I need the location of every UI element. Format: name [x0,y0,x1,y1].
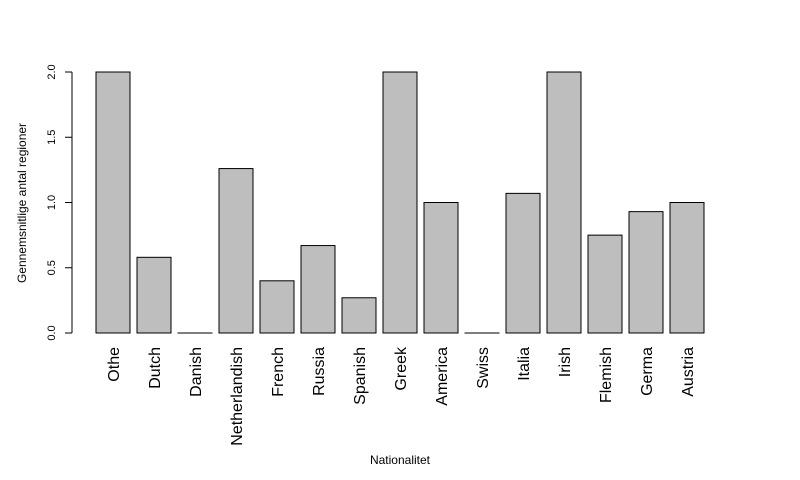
x-tick-label: Spanish [352,347,369,405]
bar-flemish [587,234,623,334]
bars-group [95,71,705,334]
x-tick-label: Russia [311,347,328,396]
bar-netherlandish [218,168,254,334]
x-tick-label: Danish [188,347,205,397]
x-tick-label: Dutch [147,347,164,389]
x-tick-label: Othe [106,347,123,382]
y-tick-label: 1.0 [46,195,58,210]
y-tick-label: 2.0 [46,64,58,79]
bar-irish [546,71,582,334]
y-axis: 0.0 0.5 1.0 1.5 2.0 [46,64,73,341]
x-tick-label: Italia [516,347,533,381]
bar-russia [300,245,336,334]
x-tick-label: Austria [680,347,697,397]
bar-austria [669,202,705,334]
bar-dutch [136,256,172,334]
x-tick-label: French [270,347,287,397]
y-tick-label: 1.5 [46,130,58,145]
bar-america [423,202,459,334]
bar-french [259,280,295,334]
y-axis-title: Gennemsnitlige antal regioner [15,123,29,283]
bar-othe [95,71,131,334]
bar-italia [505,192,541,334]
x-tick-label: America [434,347,451,406]
x-tick-labels: Othe Dutch Danish Netherlandish French Russia… [106,346,697,446]
x-tick-label: Irish [557,347,574,377]
bar-greek [382,71,418,334]
x-tick-label: Swiss [475,347,492,389]
x-tick-label: Flemish [598,347,615,403]
x-tick-label: Netherlandish [229,347,246,446]
bar-spanish [341,297,377,334]
bar-germa [628,211,664,334]
x-tick-label: Greek [393,346,410,391]
y-tick-label: 0.5 [46,260,58,275]
y-tick-label: 0.0 [46,325,58,340]
x-tick-label: Germa [639,347,656,396]
x-axis-title: Nationalitet [370,453,431,467]
